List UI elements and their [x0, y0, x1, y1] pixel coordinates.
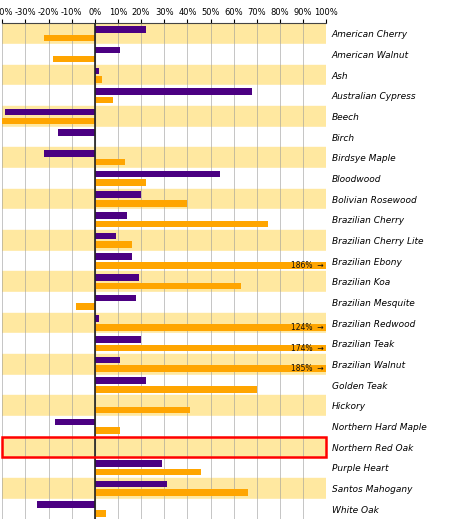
Text: 124%  →: 124% → — [291, 323, 324, 332]
Bar — [2, 437, 326, 457]
Bar — [2, 251, 326, 271]
Bar — [4, 109, 95, 115]
Bar — [95, 324, 326, 331]
Bar — [95, 242, 132, 248]
Bar — [44, 35, 95, 41]
Bar — [95, 336, 141, 343]
Bar — [2, 44, 326, 65]
Bar — [95, 67, 99, 74]
Bar — [2, 354, 326, 375]
Bar — [2, 292, 326, 313]
Bar — [95, 357, 120, 363]
Bar — [95, 254, 132, 260]
Bar — [2, 127, 326, 148]
Bar — [95, 88, 252, 95]
Bar — [95, 469, 201, 476]
Bar — [95, 345, 326, 351]
Bar — [95, 510, 106, 517]
Bar — [95, 295, 136, 301]
Bar — [95, 407, 190, 413]
Bar — [37, 502, 95, 508]
Bar — [2, 375, 326, 396]
Bar — [2, 416, 326, 437]
Bar — [95, 283, 241, 289]
Bar — [2, 65, 326, 86]
Bar — [2, 168, 326, 189]
Bar — [58, 129, 95, 136]
Bar — [2, 189, 326, 209]
Bar — [95, 377, 146, 384]
Bar — [95, 192, 141, 198]
Bar — [95, 262, 326, 269]
Bar — [95, 428, 120, 434]
Bar — [2, 499, 326, 519]
Bar — [95, 481, 166, 488]
Bar — [2, 313, 326, 334]
Bar — [95, 47, 120, 53]
Bar — [95, 365, 326, 372]
Bar — [95, 490, 248, 496]
Bar — [2, 230, 326, 251]
Text: 185%  →: 185% → — [291, 364, 324, 373]
Bar — [95, 26, 146, 33]
Bar — [2, 23, 326, 44]
Bar — [95, 200, 187, 207]
Bar — [95, 180, 146, 186]
Bar — [2, 86, 326, 106]
Bar — [76, 303, 95, 310]
Bar — [95, 159, 125, 165]
Bar — [55, 419, 95, 425]
Bar — [2, 457, 326, 478]
Bar — [53, 55, 95, 62]
Bar — [2, 117, 95, 124]
Bar — [95, 315, 99, 322]
Bar — [95, 386, 257, 393]
Bar — [2, 209, 326, 230]
Bar — [2, 147, 326, 168]
Bar — [2, 478, 326, 499]
Bar — [2, 334, 326, 354]
Bar — [2, 271, 326, 292]
Bar — [44, 150, 95, 157]
Bar — [95, 76, 102, 83]
Bar — [95, 460, 162, 467]
Bar — [95, 212, 127, 219]
Bar — [95, 171, 220, 177]
Bar — [95, 274, 139, 281]
Text: 174%  →: 174% → — [291, 343, 324, 352]
Bar — [2, 106, 326, 127]
Bar — [95, 97, 113, 103]
Text: 186%  →: 186% → — [291, 261, 324, 270]
Bar — [2, 396, 326, 416]
Bar — [95, 221, 268, 228]
Bar — [95, 233, 116, 240]
